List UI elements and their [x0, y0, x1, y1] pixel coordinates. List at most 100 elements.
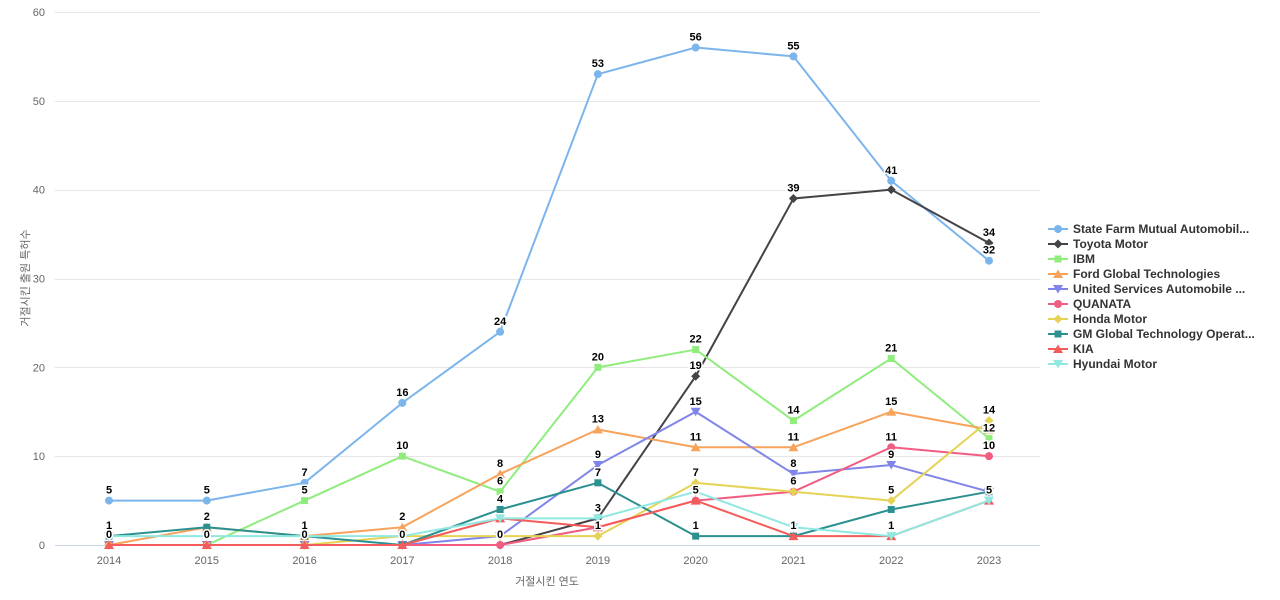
data-label: 15 [690, 396, 702, 408]
data-point[interactable] [692, 532, 700, 540]
data-point[interactable] [887, 176, 896, 185]
legend-marker-icon [1048, 314, 1068, 323]
data-point[interactable] [593, 531, 603, 541]
data-point[interactable] [984, 496, 994, 506]
data-point[interactable] [788, 442, 799, 452]
data-point[interactable] [984, 238, 994, 248]
legend-item-state-farm-mutual-automobil[interactable]: State Farm Mutual Automobil... [1048, 221, 1255, 236]
data-label: 24 [494, 316, 507, 328]
data-point[interactable] [789, 417, 797, 425]
legend-item-quanata[interactable]: QUANATA [1048, 296, 1255, 311]
data-point[interactable] [788, 194, 798, 204]
data-point[interactable] [105, 496, 113, 505]
data-label: 56 [690, 32, 702, 44]
legend-marker-icon [1048, 359, 1068, 368]
data-point[interactable] [201, 540, 212, 550]
x-tick-label: 2018 [488, 555, 512, 567]
data-point[interactable] [398, 398, 407, 407]
data-label: 1 [106, 520, 112, 532]
data-point[interactable] [299, 540, 310, 550]
legend-item-ford-global-technologies[interactable]: Ford Global Technologies [1048, 266, 1255, 281]
data-point[interactable] [692, 346, 700, 354]
data-point[interactable] [985, 256, 993, 265]
data-point[interactable] [886, 532, 897, 541]
data-point[interactable] [690, 442, 701, 452]
legend-item-united-services-automobile[interactable]: United Services Automobile ... [1048, 281, 1255, 296]
data-label: 15 [885, 396, 897, 408]
data-point[interactable] [690, 496, 701, 505]
legend-item-toyota-motor[interactable]: Toyota Motor [1048, 236, 1255, 251]
legend-label: IBM [1073, 251, 1095, 266]
legend-label: Hyundai Motor [1073, 356, 1157, 371]
legend-item-ibm[interactable]: IBM [1048, 251, 1255, 266]
data-point[interactable] [496, 541, 505, 549]
series-line [108, 348, 990, 546]
data-point[interactable] [202, 496, 211, 505]
data-point[interactable] [985, 452, 993, 461]
data-point[interactable] [594, 479, 602, 487]
data-label: 53 [592, 58, 604, 70]
data-point[interactable] [496, 488, 504, 496]
data-point[interactable] [984, 416, 994, 426]
data-label: 19 [690, 360, 702, 372]
data-point[interactable] [594, 363, 602, 371]
legend-item-gm-global-technology-operat[interactable]: GM Global Technology Operat... [1048, 326, 1255, 341]
data-point[interactable] [495, 531, 505, 541]
y-tick-label: 50 [33, 96, 45, 108]
data-point[interactable] [985, 488, 993, 496]
data-point[interactable] [886, 185, 896, 195]
data-point[interactable] [789, 52, 798, 61]
data-point[interactable] [299, 532, 310, 541]
data-label: 5 [204, 485, 210, 497]
data-point[interactable] [788, 487, 798, 497]
data-point[interactable] [691, 371, 701, 381]
data-point[interactable] [985, 434, 993, 442]
data-point[interactable] [496, 505, 504, 513]
data-point[interactable] [592, 461, 603, 470]
data-point[interactable] [104, 532, 114, 541]
data-point[interactable] [886, 461, 897, 470]
legend-marker [1053, 314, 1063, 323]
data-point[interactable] [886, 496, 896, 506]
data-label: 10 [983, 440, 995, 452]
legend-marker [1053, 269, 1063, 278]
data-point[interactable] [592, 425, 603, 434]
y-tick-label: 60 [33, 7, 45, 19]
data-point[interactable] [203, 523, 211, 531]
data-point[interactable] [397, 522, 408, 532]
data-point[interactable] [300, 478, 309, 487]
data-point[interactable] [887, 505, 895, 513]
legend-item-hyundai-motor[interactable]: Hyundai Motor [1048, 356, 1255, 371]
data-point[interactable] [397, 532, 408, 541]
data-point[interactable] [788, 523, 799, 532]
data-point[interactable] [301, 497, 309, 505]
data-point[interactable] [886, 407, 897, 416]
data-point[interactable] [397, 540, 408, 550]
x-tick-label: 2022 [879, 555, 903, 567]
chart-legend: State Farm Mutual Automobil... Toyota Mot… [1048, 221, 1255, 371]
data-label: 5 [888, 485, 894, 497]
data-point[interactable] [690, 407, 701, 417]
data-point[interactable] [984, 425, 994, 434]
data-point[interactable] [788, 531, 799, 541]
data-point[interactable] [788, 469, 799, 479]
data-point[interactable] [592, 522, 603, 532]
legend-marker [1053, 239, 1063, 248]
series-hyundai-motor [104, 487, 994, 541]
data-point[interactable] [593, 70, 602, 79]
data-point[interactable] [887, 354, 895, 362]
data-point[interactable] [887, 443, 896, 452]
data-point[interactable] [201, 532, 212, 541]
data-point[interactable] [104, 540, 114, 550]
data-point[interactable] [691, 43, 700, 52]
data-point[interactable] [690, 487, 701, 497]
data-point[interactable] [592, 514, 603, 523]
legend-item-kia[interactable]: KIA [1048, 341, 1255, 356]
legend-item-honda-motor[interactable]: Honda Motor [1048, 311, 1255, 326]
data-point[interactable] [495, 514, 506, 523]
data-point[interactable] [691, 478, 701, 488]
data-point[interactable] [496, 327, 505, 336]
data-point[interactable] [495, 469, 506, 478]
data-point[interactable] [398, 452, 406, 460]
data-label: 9 [595, 449, 601, 461]
